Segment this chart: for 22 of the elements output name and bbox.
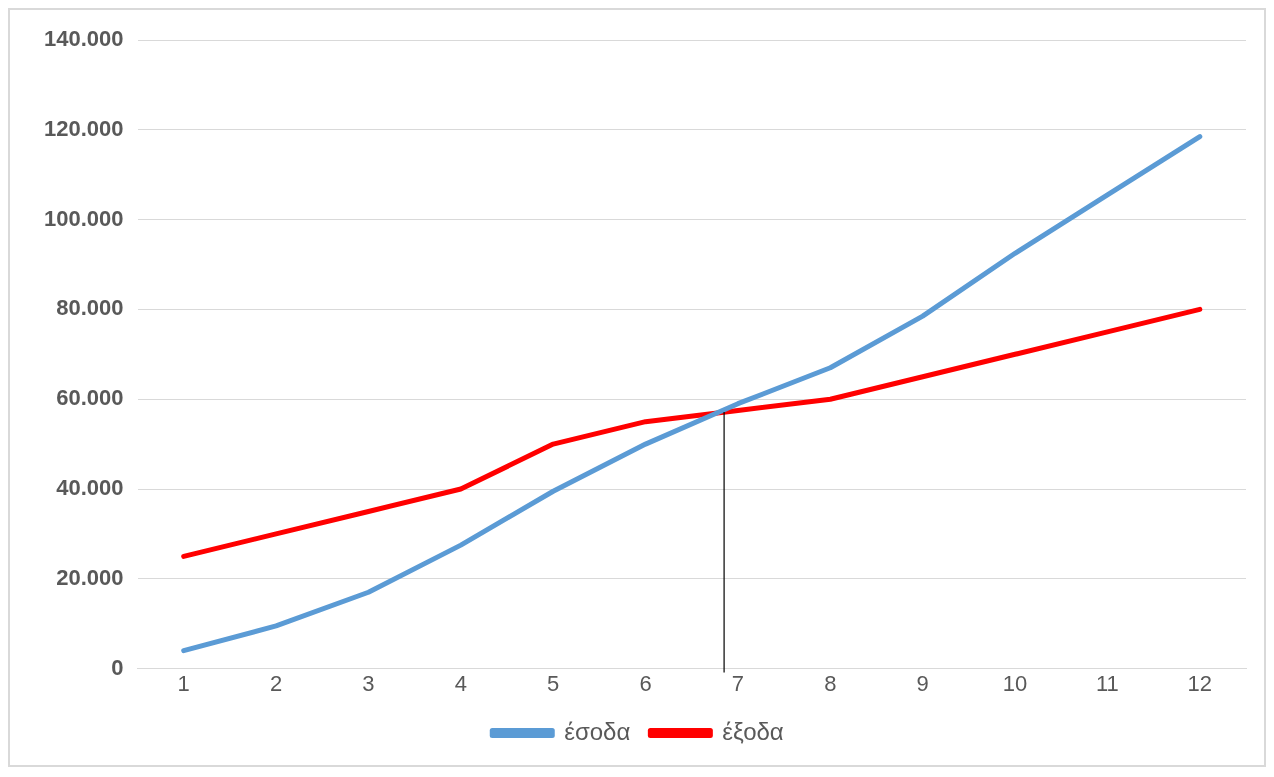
x-tick-label: 8 [824,670,837,696]
x-tick-label: 7 [731,670,745,696]
y-tick-label: 60.000 [56,385,124,411]
y-tick-label: 100.000 [43,205,124,231]
x-tick-label: 5 [547,670,560,696]
y-tick-label: 20.000 [56,564,124,590]
x-tick-label: 10 [1002,670,1028,696]
x-tick-label: 1 [177,670,190,696]
x-tick-label: 2 [269,670,283,696]
y-tick-label: 140.000 [43,26,124,52]
legend-label: έξοδα [722,717,784,745]
y-tick-label: 0 [111,654,124,680]
x-tick-label: 11 [1096,670,1119,696]
x-tick-label: 9 [916,670,929,696]
x-tick-label: 6 [639,670,652,696]
x-tick-label: 4 [454,670,467,696]
legend-label: έσοδα [564,717,631,745]
y-tick-label: 80.000 [56,295,124,321]
y-tick-label: 120.000 [43,115,124,141]
x-tick-label: 3 [362,670,375,696]
y-tick-label: 40.000 [56,475,124,501]
x-tick-label: 12 [1187,670,1213,696]
